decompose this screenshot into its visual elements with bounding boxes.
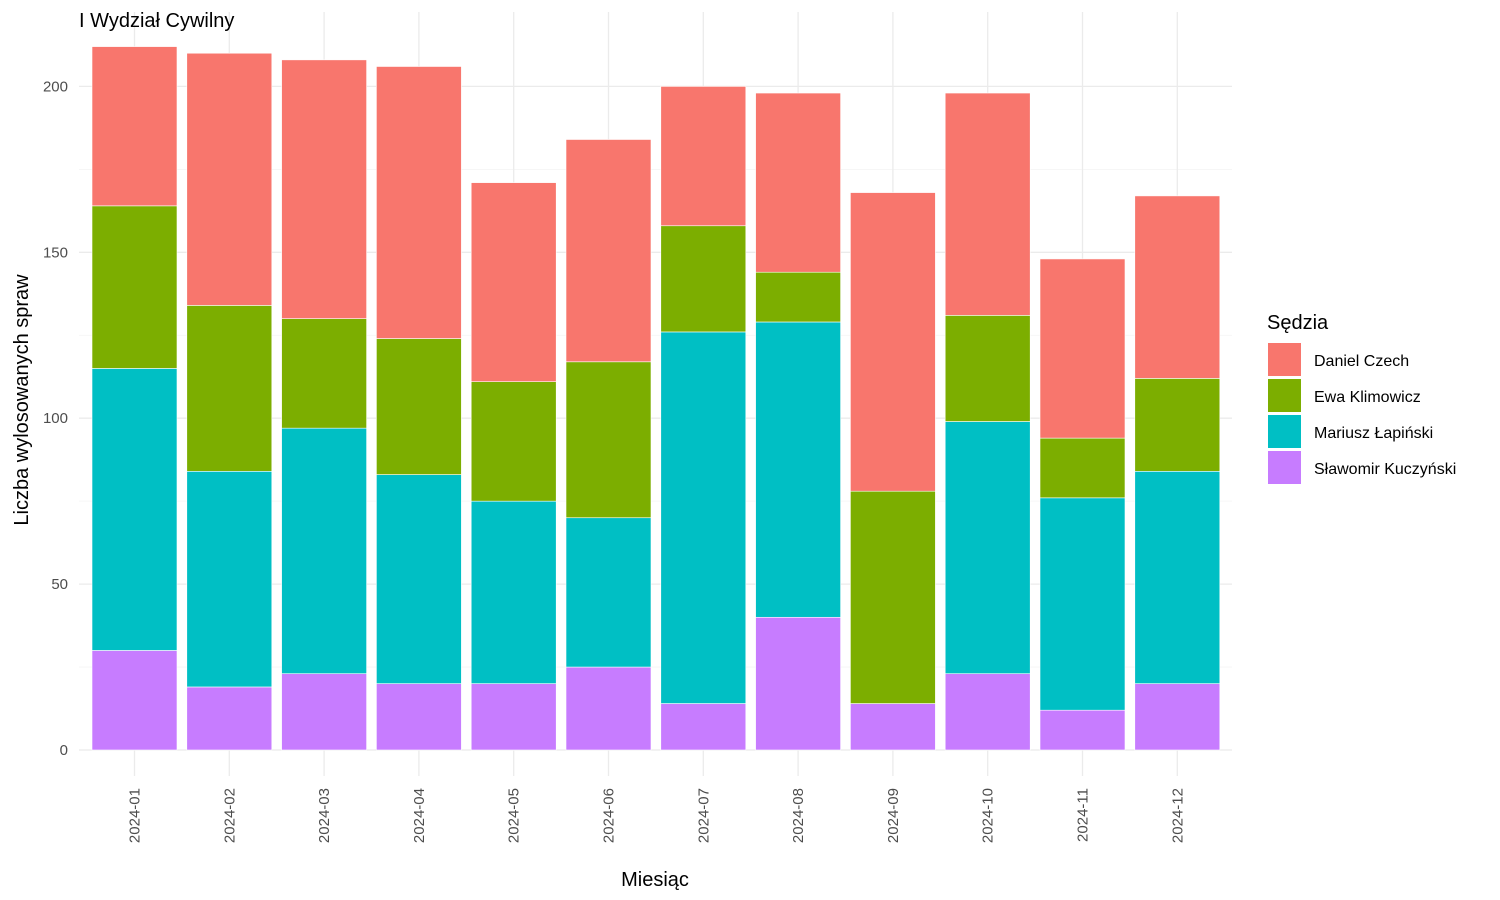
x-tick-label: 2024-09 [885, 788, 902, 843]
x-tick-label: 2024-07 [695, 788, 712, 843]
x-tick-label: 2024-06 [601, 788, 618, 843]
bar-segment [281, 318, 367, 429]
x-tick-label: 2024-11 [1075, 788, 1092, 842]
bar-segment [91, 368, 178, 651]
legend-swatch [1268, 451, 1301, 484]
bar-segment [376, 683, 462, 751]
bar-segment [186, 305, 273, 472]
bar-segment [755, 271, 841, 323]
legend-swatch [1268, 415, 1301, 448]
bar-segment [755, 616, 841, 751]
bar-segment [376, 474, 462, 684]
x-tick-label: 2024-12 [1169, 788, 1186, 843]
legend-swatch [1268, 343, 1301, 376]
y-tick-label: 150 [43, 244, 68, 261]
bar-segment [376, 66, 462, 339]
x-axis-title: Miesiąc [621, 869, 689, 891]
bar-segment [944, 421, 1031, 674]
bar-segment [470, 683, 557, 751]
legend-label: Daniel Czech [1314, 353, 1409, 370]
bar-segment [91, 650, 178, 751]
bar-segment [565, 666, 652, 751]
bar-segment [850, 192, 936, 492]
bar-segment [565, 361, 652, 519]
x-tick-label: 2024-01 [127, 788, 144, 843]
bar-segment [1039, 437, 1126, 499]
legend-label: Sławomir Kuczyński [1314, 461, 1456, 478]
bar-segment [660, 331, 747, 704]
bar-segment [376, 338, 462, 475]
x-tick-label: 2024-03 [316, 788, 333, 843]
bar-segment [186, 470, 273, 688]
bar-segment [660, 703, 747, 751]
bar-segment [91, 46, 178, 207]
bar-segment [565, 517, 652, 668]
y-axis-title: Liczba wylosowanych spraw [11, 274, 33, 526]
bar-segment [281, 673, 367, 751]
legend-label: Ewa Klimowicz [1314, 389, 1421, 406]
bars [91, 46, 1221, 751]
bar-segment [944, 315, 1031, 422]
legend: Sędzia Daniel Czech Ewa Klimowicz Mariusz … [1267, 312, 1456, 484]
x-tick-label: 2024-10 [980, 788, 997, 843]
bar-segment [186, 52, 273, 306]
bar-segment [660, 86, 747, 227]
bar-segment [281, 427, 367, 674]
legend-label: Mariusz Łapiński [1314, 425, 1433, 442]
y-axis-ticks: 0 50 100 150 200 [43, 78, 68, 759]
bar-segment [944, 92, 1031, 316]
bar-segment [755, 92, 841, 273]
bar-segment [565, 139, 652, 363]
bar-segment [944, 673, 1031, 751]
bar-segment [1039, 709, 1126, 751]
legend-swatch [1268, 379, 1301, 412]
x-tick-label: 2024-08 [790, 788, 807, 843]
bar-segment [850, 490, 936, 704]
y-tick-label: 50 [51, 576, 68, 593]
x-tick-label: 2024-05 [506, 788, 523, 843]
bar-segment [281, 59, 367, 319]
bar-segment [470, 182, 557, 383]
y-tick-label: 200 [43, 78, 68, 95]
legend-title: Sędzia [1267, 312, 1329, 334]
x-tick-label: 2024-04 [411, 788, 428, 843]
bar-segment [755, 321, 841, 618]
x-tick-label: 2024-02 [221, 788, 238, 843]
bar-segment [660, 225, 747, 333]
bar-segment [470, 500, 557, 684]
bar-segment [1134, 195, 1221, 379]
x-axis-ticks: 2024-01 2024-02 2024-03 2024-04 2024-05 2024-… [127, 788, 1187, 843]
bar-segment [91, 205, 178, 369]
bar-segment [1039, 258, 1126, 439]
bar-segment [1134, 470, 1221, 684]
y-tick-label: 100 [43, 410, 68, 427]
bar-segment [1134, 683, 1221, 751]
chart-title: I Wydział Cywilny [79, 10, 234, 32]
bar-segment [1039, 497, 1126, 711]
bar-segment [470, 381, 557, 502]
bar-segment [1134, 378, 1221, 472]
y-tick-label: 0 [60, 742, 68, 759]
bar-segment [186, 686, 273, 751]
bar-segment [850, 703, 936, 751]
